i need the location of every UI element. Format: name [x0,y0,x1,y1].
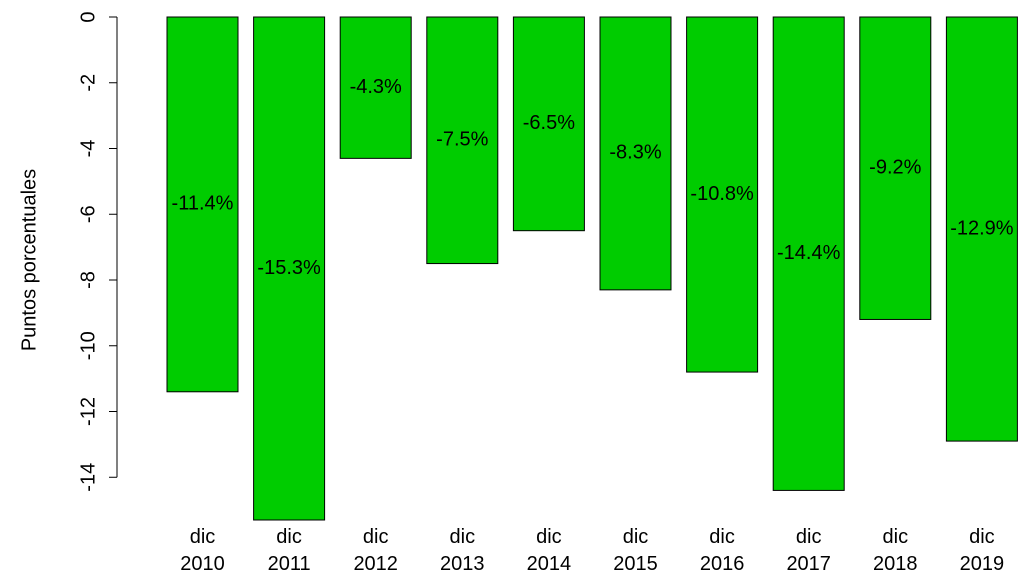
x-tick-label: dic 2012 [353,526,398,575]
value-label: -14.4% [777,242,841,264]
value-label: -8.3% [609,142,661,164]
bar [599,16,672,291]
value-label: -12.9% [950,217,1014,239]
bar [859,16,932,320]
x-tick-label: dic 2015 [613,526,658,575]
value-label: -4.3% [350,76,402,98]
bar [772,16,845,491]
x-tick-label: dic 2018 [873,526,918,575]
bar [166,16,239,393]
y-tick-label: -4 [77,140,99,158]
x-tick-label: dic 2016 [699,526,745,575]
y-tick-label: 0 [77,11,99,22]
y-tick-label: -12 [77,397,99,426]
value-label: -6.5% [523,112,575,134]
value-label: -10.8% [690,183,754,205]
bar [339,16,412,159]
bar [945,16,1018,442]
x-tick-label: dic 2011 [267,526,311,575]
value-label: -9.2% [869,157,921,179]
y-tick-label: -10 [77,331,99,360]
bar [253,16,326,521]
y-tick-label: -6 [77,205,99,223]
bar [426,16,499,265]
y-axis-label: Puntos porcentuales [18,169,40,351]
y-tick-label: -14 [77,463,99,492]
y-tick-label: -8 [77,271,99,289]
x-tick-label: dic 2014 [526,526,572,575]
y-tick-label: -2 [77,74,99,92]
x-tick-label: dic 2013 [440,526,485,575]
value-label: -7.5% [436,129,488,151]
x-tick-label: dic 2019 [959,526,1005,575]
bar [686,16,759,373]
x-tick-label: dic 2010 [180,526,225,575]
bar [512,16,585,232]
value-label: -11.4% [172,193,234,215]
value-label: -15.3% [257,257,321,279]
x-tick-label: dic 2017 [786,526,831,575]
